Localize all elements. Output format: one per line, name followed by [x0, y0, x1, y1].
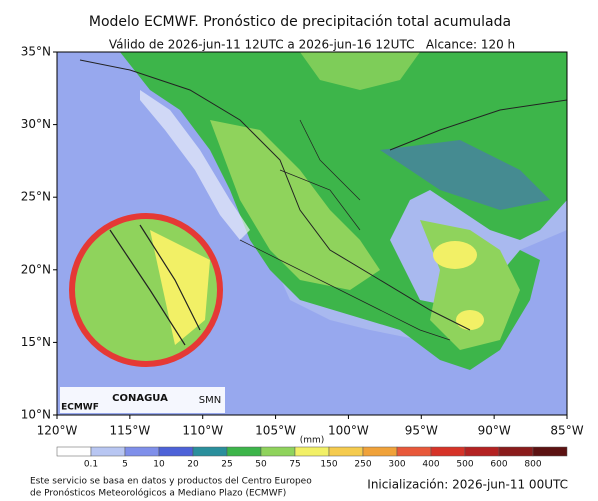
footer-note: Este servicio se basa en datos y product…	[30, 477, 312, 487]
colorbar-label: 250	[354, 460, 371, 470]
colorbar-label: 10	[153, 460, 165, 470]
logo-conagua: CONAGUA	[112, 393, 168, 404]
colorbar-label: 50	[255, 460, 267, 470]
colorbar-label: 400	[422, 460, 439, 470]
colorbar-label: 150	[320, 460, 337, 470]
lon-label: 110°W	[182, 424, 223, 438]
colorbar-label: 75	[289, 460, 300, 470]
axes: 35°N 30°N 25°N 20°N 15°N 10°N 120°W 115°W 110°W 1…	[21, 45, 584, 438]
colorbar-cell	[90, 446, 126, 457]
lon-label: 115°W	[109, 424, 150, 438]
lon-label: 105°W	[255, 424, 296, 438]
colorbar-label: 800	[524, 460, 541, 470]
colorbar-cell	[498, 446, 534, 457]
colorbar-cell	[328, 446, 364, 457]
lon-label: 90°W	[478, 424, 511, 438]
colorbar-label: 600	[490, 460, 507, 470]
colorbar-cell	[124, 446, 160, 457]
lon-label: 100°W	[328, 424, 369, 438]
map-frame	[56, 51, 568, 416]
logo-ecmwf: ECMWF	[61, 403, 99, 413]
lat-label: 30°N	[21, 117, 51, 131]
colorbar: 0.1 5 10 20 25 50 75 150 250 300 400 500 600 800	[56, 446, 568, 470]
colorbar-label: 25	[221, 460, 232, 470]
colorbar-cell	[396, 446, 432, 457]
colorbar-cell	[430, 446, 466, 457]
subtitle: Válido de 2026-jun-11 12UTC a 2026-jun-1…	[109, 38, 515, 52]
title: Modelo ECMWF. Pronóstico de precipitació…	[89, 14, 511, 30]
lat-label: 20°N	[21, 262, 51, 276]
colorbar-cell	[192, 446, 228, 457]
footer-init: Inicialización: 2026-jun-11 00UTC	[367, 478, 568, 492]
lat-label: 25°N	[21, 190, 51, 204]
lon-label: 120°W	[37, 424, 78, 438]
colorbar-cell	[362, 446, 398, 457]
lat-label: 10°N	[21, 408, 51, 422]
colorbar-label: 300	[388, 460, 405, 470]
colorbar-cell	[294, 446, 330, 457]
colorbar-label: 20	[187, 460, 199, 470]
colorbar-cell	[226, 446, 262, 457]
map: ECMWF CONAGUA SMN	[57, 52, 567, 415]
colorbar-cell	[532, 446, 568, 457]
footer-note: de Pronósticos Meteorológicos a Mediano …	[30, 488, 286, 499]
lon-label: 95°W	[405, 424, 438, 438]
lat-label: 35°N	[21, 45, 51, 59]
colorbar-label: 0.1	[84, 460, 98, 470]
colorbar-cell	[56, 446, 92, 457]
lon-label: 85°W	[550, 424, 583, 438]
colorbar-label: 5	[122, 460, 128, 470]
colorbar-cell	[260, 446, 296, 457]
colorbar-cell	[158, 446, 194, 457]
logo-smn: SMN	[199, 395, 221, 406]
lat-label: 15°N	[21, 335, 51, 349]
colorbar-label: 500	[456, 460, 473, 470]
colorbar-cell	[464, 446, 500, 457]
colorbar-unit: (mm)	[300, 436, 325, 446]
